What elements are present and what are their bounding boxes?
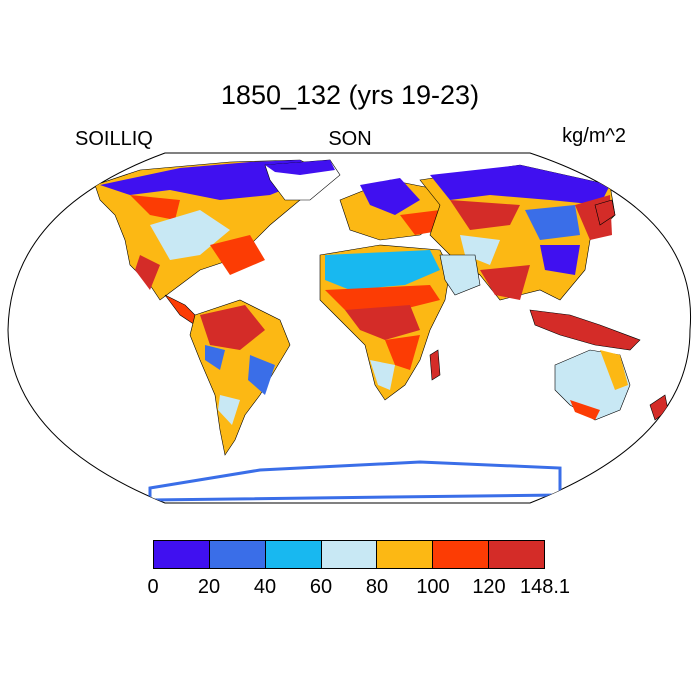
southeast-asia-islands <box>529 309 641 351</box>
units-label: kg/m^2 <box>562 125 626 147</box>
colorbar-segment <box>321 541 378 568</box>
colorbar-tick-label: 40 <box>253 576 277 598</box>
colorbar-tick-label: 0 <box>147 576 159 598</box>
colorbar-segment <box>377 541 434 568</box>
colorbar-tick-label: 120 <box>472 576 506 598</box>
colorbar-segment <box>489 541 545 568</box>
colorbar-segment <box>154 541 210 568</box>
colorbar-tick-label: 148.1 <box>519 576 571 598</box>
colorbar-segment <box>265 541 322 568</box>
colorbar-segment <box>209 541 266 568</box>
colorbar-segment <box>433 541 490 568</box>
map-title: 1850_132 (yrs 19-23) <box>220 80 480 110</box>
arabian-peninsula-landmass <box>439 254 481 296</box>
colorbar-tick-label: 80 <box>365 576 389 598</box>
colorbar-tick-label: 20 <box>197 576 221 598</box>
variable-label: SOILLIQ <box>75 128 153 150</box>
colorbar-tick-label: 60 <box>309 576 333 598</box>
colorbar <box>153 540 545 569</box>
colorbar-tick-label: 100 <box>416 576 450 598</box>
season-label: SON <box>328 128 372 150</box>
madagascar-landmass <box>429 349 441 381</box>
japan-landmass <box>594 199 616 226</box>
